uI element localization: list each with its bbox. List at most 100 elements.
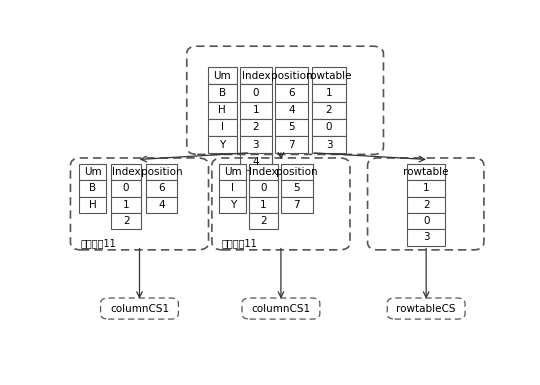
Bar [312,67,346,84]
Text: position: position [271,71,312,81]
Text: Index: Index [241,71,270,81]
Text: 0: 0 [253,88,259,98]
Text: 0: 0 [123,184,130,194]
Bar [407,180,445,197]
Bar [275,84,308,102]
Bar [208,84,237,102]
Bar [275,136,308,153]
FancyBboxPatch shape [242,298,320,319]
Text: 3: 3 [253,140,259,150]
Text: 2: 2 [260,216,267,226]
Text: 3: 3 [423,233,429,243]
Text: I: I [231,184,234,194]
Text: 5: 5 [294,184,300,194]
Bar [240,84,272,102]
Text: H: H [219,105,226,115]
Bar [219,197,246,213]
Text: 0: 0 [260,184,267,194]
Bar [407,164,445,180]
Bar [275,102,308,119]
Bar [312,136,346,153]
Bar [312,119,346,136]
Text: position: position [276,167,318,177]
Bar [275,67,308,84]
Bar [240,136,272,153]
Text: 3: 3 [326,140,333,150]
Text: Y: Y [219,140,226,150]
Text: 6: 6 [158,184,165,194]
Text: columnCS1: columnCS1 [252,303,310,313]
Text: B: B [219,88,226,98]
Bar [312,84,346,102]
Bar [249,164,278,180]
Bar [249,197,278,213]
Bar [79,164,106,180]
Text: 7: 7 [294,200,300,210]
Bar [208,136,237,153]
Text: B: B [89,184,96,194]
Bar [111,213,141,229]
Bar [79,180,106,197]
Text: 2: 2 [123,216,130,226]
Bar [79,197,106,213]
Text: columnCS1: columnCS1 [110,303,169,313]
Bar [111,197,141,213]
Text: Y: Y [230,200,236,210]
Text: 1: 1 [326,88,333,98]
Bar [407,229,445,246]
Bar [111,164,141,180]
Bar [219,164,246,180]
Bar [312,102,346,119]
Bar [208,102,237,119]
Text: 1: 1 [260,200,267,210]
Bar [146,180,177,197]
Text: 0: 0 [326,122,332,132]
Text: Index: Index [112,167,140,177]
Text: rowtableCS: rowtableCS [396,303,456,313]
Bar [146,197,177,213]
Bar [240,119,272,136]
Text: 4: 4 [158,200,165,210]
Bar [249,180,278,197]
Text: rowtable: rowtable [306,71,352,81]
Text: 索引分片11: 索引分片11 [80,239,116,249]
Text: Index: Index [249,167,278,177]
Bar [111,180,141,197]
Text: Um: Um [84,167,102,177]
Text: Um: Um [224,167,241,177]
Bar [240,67,272,84]
Bar [407,213,445,229]
Bar [249,213,278,229]
Bar [275,119,308,136]
Text: 1: 1 [123,200,130,210]
Text: 2: 2 [326,105,333,115]
Text: 1: 1 [253,105,259,115]
Text: position: position [141,167,183,177]
Bar [281,180,313,197]
Text: H: H [89,200,97,210]
Bar [240,102,272,119]
FancyBboxPatch shape [100,298,178,319]
Text: 4: 4 [288,105,295,115]
Text: 2: 2 [253,122,259,132]
Text: 7: 7 [288,140,295,150]
Text: 索引分片11: 索引分片11 [221,239,257,249]
Text: 2: 2 [423,200,429,210]
Text: 4: 4 [253,157,259,167]
Bar [146,164,177,180]
Bar [240,153,272,171]
Bar [208,119,237,136]
Text: Um: Um [213,71,231,81]
Text: 0: 0 [423,216,429,226]
Bar [219,180,246,197]
Text: 1: 1 [423,184,429,194]
Text: 6: 6 [288,88,295,98]
Bar [281,164,313,180]
Bar [208,67,237,84]
Bar [281,197,313,213]
Text: rowtable: rowtable [403,167,449,177]
Text: I: I [221,122,224,132]
Bar [407,197,445,213]
Text: 5: 5 [288,122,295,132]
FancyBboxPatch shape [387,298,465,319]
